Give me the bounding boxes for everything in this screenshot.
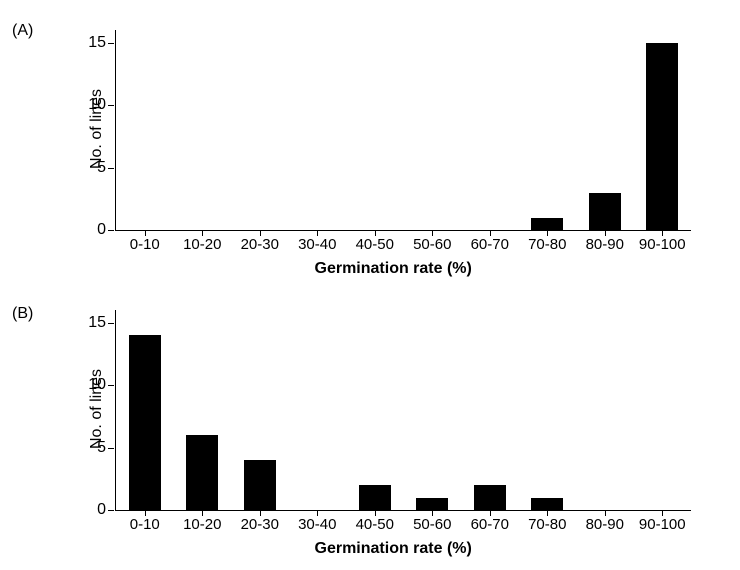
x-tick-label: 0-10 <box>130 236 160 253</box>
x-tick-label: 20-30 <box>241 236 279 253</box>
y-tick <box>108 323 114 324</box>
bar <box>474 485 506 510</box>
y-tick-label: 0 <box>97 221 106 239</box>
panel-b-x-title: Germination rate (%) <box>315 540 472 558</box>
bar <box>416 498 448 511</box>
x-tick-label: 0-10 <box>130 516 160 533</box>
panel-a-x-title: Germination rate (%) <box>315 260 472 278</box>
bar <box>186 435 218 510</box>
panel-a-y-title: No. of lines <box>88 89 106 169</box>
x-tick-label: 80-90 <box>586 236 624 253</box>
y-tick <box>108 230 114 231</box>
y-tick <box>108 168 114 169</box>
x-tick-label: 20-30 <box>241 516 279 533</box>
y-tick-label: 15 <box>88 34 106 52</box>
bar <box>244 460 276 510</box>
x-tick-label: 10-20 <box>183 236 221 253</box>
y-tick <box>108 43 114 44</box>
y-tick-label: 15 <box>88 314 106 332</box>
y-tick <box>108 510 114 511</box>
x-tick-label: 50-60 <box>413 236 451 253</box>
y-tick <box>108 448 114 449</box>
panel-a-label: (A) <box>12 22 33 40</box>
x-tick-label: 40-50 <box>356 236 394 253</box>
x-tick-label: 70-80 <box>528 236 566 253</box>
y-tick-label: 0 <box>97 501 106 519</box>
bar <box>359 485 391 510</box>
x-tick-label: 30-40 <box>298 516 336 533</box>
figure: (A) 0510150-1010-2020-3030-4040-5050-606… <box>0 0 740 570</box>
x-tick-label: 10-20 <box>183 516 221 533</box>
panel-b-y-title: No. of lines <box>88 369 106 449</box>
bar <box>129 335 161 510</box>
x-tick-label: 50-60 <box>413 516 451 533</box>
x-tick-label: 90-100 <box>639 236 686 253</box>
x-tick-label: 70-80 <box>528 516 566 533</box>
panel-b-label: (B) <box>12 305 33 323</box>
bar <box>531 498 563 511</box>
bar <box>531 218 563 231</box>
bar <box>589 193 621 231</box>
x-tick-label: 40-50 <box>356 516 394 533</box>
bar <box>646 43 678 231</box>
x-tick-label: 30-40 <box>298 236 336 253</box>
panel-b-plot: 0510150-1010-2020-3030-4040-5050-6060-70… <box>115 310 691 511</box>
y-tick <box>108 105 114 106</box>
x-tick-label: 90-100 <box>639 516 686 533</box>
x-tick-label: 60-70 <box>471 236 509 253</box>
panel-a-plot: 0510150-1010-2020-3030-4040-5050-6060-70… <box>115 30 691 231</box>
y-tick <box>108 385 114 386</box>
x-tick-label: 80-90 <box>586 516 624 533</box>
x-tick-label: 60-70 <box>471 516 509 533</box>
